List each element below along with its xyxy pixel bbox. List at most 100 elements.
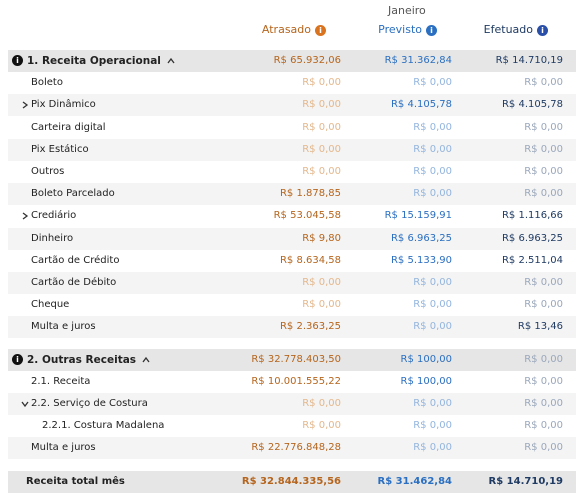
cell-value: R$ 53.045,58	[273, 210, 341, 222]
section-icon: i	[12, 55, 23, 66]
table-row: 2.1. Receita R$ 10.001.555,22 R$ 100,00 R$ …	[8, 370, 576, 393]
table-row: Multa e juros R$ 2.363,25 R$ 0,00 R$ 13,46	[8, 316, 576, 339]
cell-value: R$ 2.363,25	[279, 321, 341, 333]
cell-value: R$ 0,00	[413, 277, 452, 288]
row-label: Outros	[31, 166, 65, 177]
cell-value: R$ 0,00	[524, 375, 563, 387]
column-title: Previsto	[378, 23, 422, 36]
cell-value: R$ 0,00	[413, 188, 452, 200]
row-label: Crediário	[31, 210, 77, 222]
row-label: Cartão de Débito	[31, 277, 117, 288]
column-header[interactable]: Efetuado i	[484, 23, 548, 36]
info-icon[interactable]: i	[426, 24, 437, 36]
chevron-line	[22, 101, 29, 109]
section-icon: i	[12, 353, 23, 365]
cell-value: R$ 0,00	[413, 420, 452, 432]
row-label: Boleto	[31, 77, 63, 89]
cell-value: R$ 0,00	[413, 321, 452, 333]
cell-value: R$ 31.462,84	[377, 475, 452, 487]
row-label: Carteira digital	[31, 121, 106, 133]
total-row: Receita total mês R$ 32.844.335,56 R$ 31.4…	[8, 470, 576, 493]
cell-value: R$ 0,00	[302, 277, 341, 288]
chevron[interactable]	[21, 400, 29, 408]
cell-value: R$ 9,80	[302, 232, 341, 244]
cell-value: R$ 0,00	[302, 99, 341, 111]
cell-value: R$ 0,00	[413, 143, 452, 155]
row-label: Pix Estático	[31, 143, 89, 155]
cell-value: R$ 0,00	[413, 299, 452, 311]
table-row: Multa e juros R$ 22.776.848,28 R$ 0,00 R$ 0…	[8, 437, 576, 460]
column-title: Efetuado	[483, 23, 533, 36]
column-header[interactable]: Atrasado i	[262, 23, 326, 36]
cell-value: R$ 31.362,84	[384, 55, 452, 66]
cell-value: R$ 5.133,90	[390, 254, 452, 266]
cell-value: R$ 0,00	[302, 420, 341, 432]
cell-value: R$ 2.511,04	[501, 254, 563, 266]
cell-value: R$ 0,00	[524, 121, 563, 133]
cell-value: R$ 0,00	[302, 166, 341, 177]
cell-value: R$ 14.710,19	[495, 55, 563, 66]
table-row: Dinheiro R$ 9,80 R$ 6.963,25 R$ 6.963,25	[8, 227, 576, 250]
cell-value: R$ 0,00	[524, 442, 563, 454]
info-icon[interactable]: i	[537, 24, 548, 36]
column-header[interactable]: Previsto i	[378, 23, 437, 36]
cell-value: R$ 0,00	[413, 398, 452, 409]
cell-value: R$ 4.105,78	[501, 99, 563, 111]
cell-value: R$ 0,00	[302, 77, 341, 89]
cell-value: R$ 0,00	[524, 299, 563, 311]
cell-value: R$ 1.116,66	[501, 210, 563, 222]
section-title: 2. Outras Receitas	[27, 353, 137, 366]
cell-value: R$ 0,00	[524, 277, 563, 288]
cell-value: R$ 0,00	[413, 77, 452, 89]
chevron-line	[21, 401, 29, 408]
cell-value: R$ 0,00	[524, 353, 563, 365]
table-row[interactable]: Pix Dinâmico R$ 0,00 R$ 4.105,78 R$ 4.105,7…	[8, 94, 576, 117]
cell-value: R$ 0,00	[302, 299, 341, 311]
chevron-line	[142, 356, 150, 362]
cell-value: R$ 0,00	[524, 166, 563, 177]
column-title: Atrasado	[261, 23, 311, 36]
cell-value: R$ 0,00	[524, 420, 563, 432]
chevron[interactable]	[167, 57, 175, 65]
total-label: Receita total mês	[26, 475, 125, 487]
row-label: Pix Dinâmico	[31, 99, 96, 111]
table-row: 2.2.1. Costura Madalena R$ 0,00 R$ 0,00 R$ …	[8, 415, 576, 438]
table-row: Carteira digital R$ 0,00 R$ 0,00 R$ 0,00	[8, 116, 576, 139]
table-row: Boleto R$ 0,00 R$ 0,00 R$ 0,00	[8, 72, 576, 95]
section-row[interactable]: i 1. Receita Operacional R$ 65.932,06 R$ 31…	[8, 50, 576, 72]
chevron[interactable]	[142, 356, 150, 364]
info-icon[interactable]: i	[315, 24, 326, 36]
cell-value: R$ 0,00	[413, 442, 452, 454]
cell-value: R$ 100,00	[400, 375, 452, 387]
cell-value: R$ 15.159,91	[384, 210, 452, 222]
cell-value: R$ 0,00	[524, 188, 563, 200]
chevron[interactable]	[21, 101, 29, 109]
section-row[interactable]: i 2. Outras Receitas R$ 32.778.403,50 R$ 10…	[8, 348, 576, 371]
table-row: Pix Estático R$ 0,00 R$ 0,00 R$ 0,00	[8, 138, 576, 161]
row-label: 2.2. Serviço de Costura	[31, 398, 148, 409]
cell-value: R$ 6.963,25	[501, 232, 563, 244]
chevron[interactable]	[21, 212, 29, 220]
cell-value: R$ 65.932,06	[273, 55, 341, 66]
cell-value: R$ 100,00	[400, 353, 452, 365]
cell-value: R$ 22.776.848,28	[251, 442, 341, 454]
row-label: Multa e juros	[31, 442, 96, 454]
chevron-line	[167, 57, 175, 64]
cell-value: R$ 4.105,78	[390, 99, 452, 111]
cell-value: R$ 0,00	[524, 398, 563, 409]
table-row: Cartão de Crédito R$ 8.634,58 R$ 5.133,90 R…	[8, 249, 576, 272]
cell-value: R$ 32.844.335,56	[241, 475, 341, 487]
cell-value: R$ 0,00	[302, 143, 341, 155]
chevron-line	[22, 212, 29, 220]
table-row[interactable]: 2.2. Serviço de Costura R$ 0,00 R$ 0,00 R$ …	[8, 393, 576, 415]
table-row[interactable]: Crediário R$ 53.045,58 R$ 15.159,91 R$ 1.11…	[8, 205, 576, 228]
table-row: Boleto Parcelado R$ 1.878,85 R$ 0,00 R$ 0,0…	[8, 183, 576, 206]
cell-value: R$ 0,00	[524, 77, 563, 89]
cell-value: R$ 0,00	[524, 143, 563, 155]
month: Janeiro	[388, 4, 426, 17]
cell-value: R$ 8.634,58	[279, 254, 341, 266]
row-label: Boleto Parcelado	[31, 188, 115, 200]
cell-value: R$ 0,00	[413, 166, 452, 177]
table-row: Outros R$ 0,00 R$ 0,00 R$ 0,00	[8, 161, 576, 183]
